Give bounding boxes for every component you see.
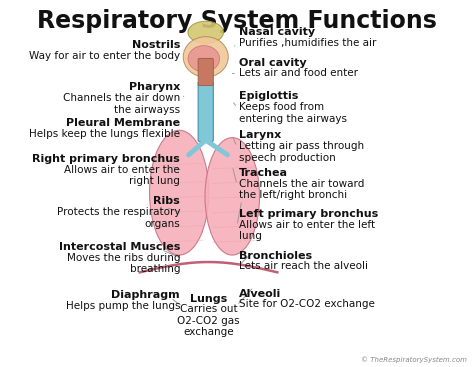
Text: Respiratory System Functions: Respiratory System Functions <box>37 9 437 33</box>
Ellipse shape <box>183 37 228 77</box>
Text: Left primary bronchus: Left primary bronchus <box>239 209 379 219</box>
Text: Lets air and food enter: Lets air and food enter <box>239 68 358 78</box>
Text: Bronchioles: Bronchioles <box>239 251 312 261</box>
Text: © TheRespiratorySystem.com: © TheRespiratorySystem.com <box>361 356 467 363</box>
Text: Carries out
O2-CO2 gas
exchange: Carries out O2-CO2 gas exchange <box>177 304 240 337</box>
Text: Helps pump the lungs: Helps pump the lungs <box>65 301 180 310</box>
Text: Diaphragm: Diaphragm <box>111 290 180 300</box>
Text: Moves the ribs during
breathing: Moves the ribs during breathing <box>67 253 180 275</box>
Text: Channels the air down
the airwayss: Channels the air down the airwayss <box>63 93 180 115</box>
Text: Nostrils: Nostrils <box>132 40 180 50</box>
Text: Oral cavity: Oral cavity <box>239 58 307 68</box>
Text: Larynx: Larynx <box>239 130 282 140</box>
Text: Purifies ,humidifies the air: Purifies ,humidifies the air <box>239 38 377 48</box>
Ellipse shape <box>188 46 219 72</box>
Text: Way for air to enter the body: Way for air to enter the body <box>29 51 180 61</box>
Text: Pleural Membrane: Pleural Membrane <box>66 119 180 128</box>
FancyBboxPatch shape <box>198 82 213 142</box>
FancyBboxPatch shape <box>198 58 213 86</box>
Text: Lets air reach the alveoli: Lets air reach the alveoli <box>239 261 368 271</box>
Text: Trachea: Trachea <box>239 168 288 178</box>
Text: Allows air to enter the
right lung: Allows air to enter the right lung <box>64 165 180 186</box>
Text: Letting air pass through
speech production: Letting air pass through speech producti… <box>239 141 365 163</box>
Text: Site for O2-CO2 exchange: Site for O2-CO2 exchange <box>239 299 375 309</box>
Text: Keeps food from
entering the airways: Keeps food from entering the airways <box>239 102 347 124</box>
Text: Right primary bronchus: Right primary bronchus <box>32 154 180 164</box>
Ellipse shape <box>149 130 209 255</box>
Text: Channels the air toward
the left/right bronchi: Channels the air toward the left/right b… <box>239 179 365 200</box>
Text: Intercostal Muscles: Intercostal Muscles <box>59 242 180 252</box>
Text: Epiglottis: Epiglottis <box>239 91 299 101</box>
Text: Allows air to enter the left
lung: Allows air to enter the left lung <box>239 220 375 241</box>
Text: Nasal cavity: Nasal cavity <box>239 28 316 37</box>
Text: Lungs: Lungs <box>190 294 227 304</box>
Text: Protects the respiratory
organs: Protects the respiratory organs <box>56 207 180 229</box>
Text: Pharynx: Pharynx <box>129 83 180 92</box>
Ellipse shape <box>205 138 259 255</box>
Ellipse shape <box>188 21 224 43</box>
Text: Alveoli: Alveoli <box>239 289 282 299</box>
Text: Helps keep the lungs flexible: Helps keep the lungs flexible <box>29 129 180 139</box>
Text: Ribs: Ribs <box>154 196 180 206</box>
